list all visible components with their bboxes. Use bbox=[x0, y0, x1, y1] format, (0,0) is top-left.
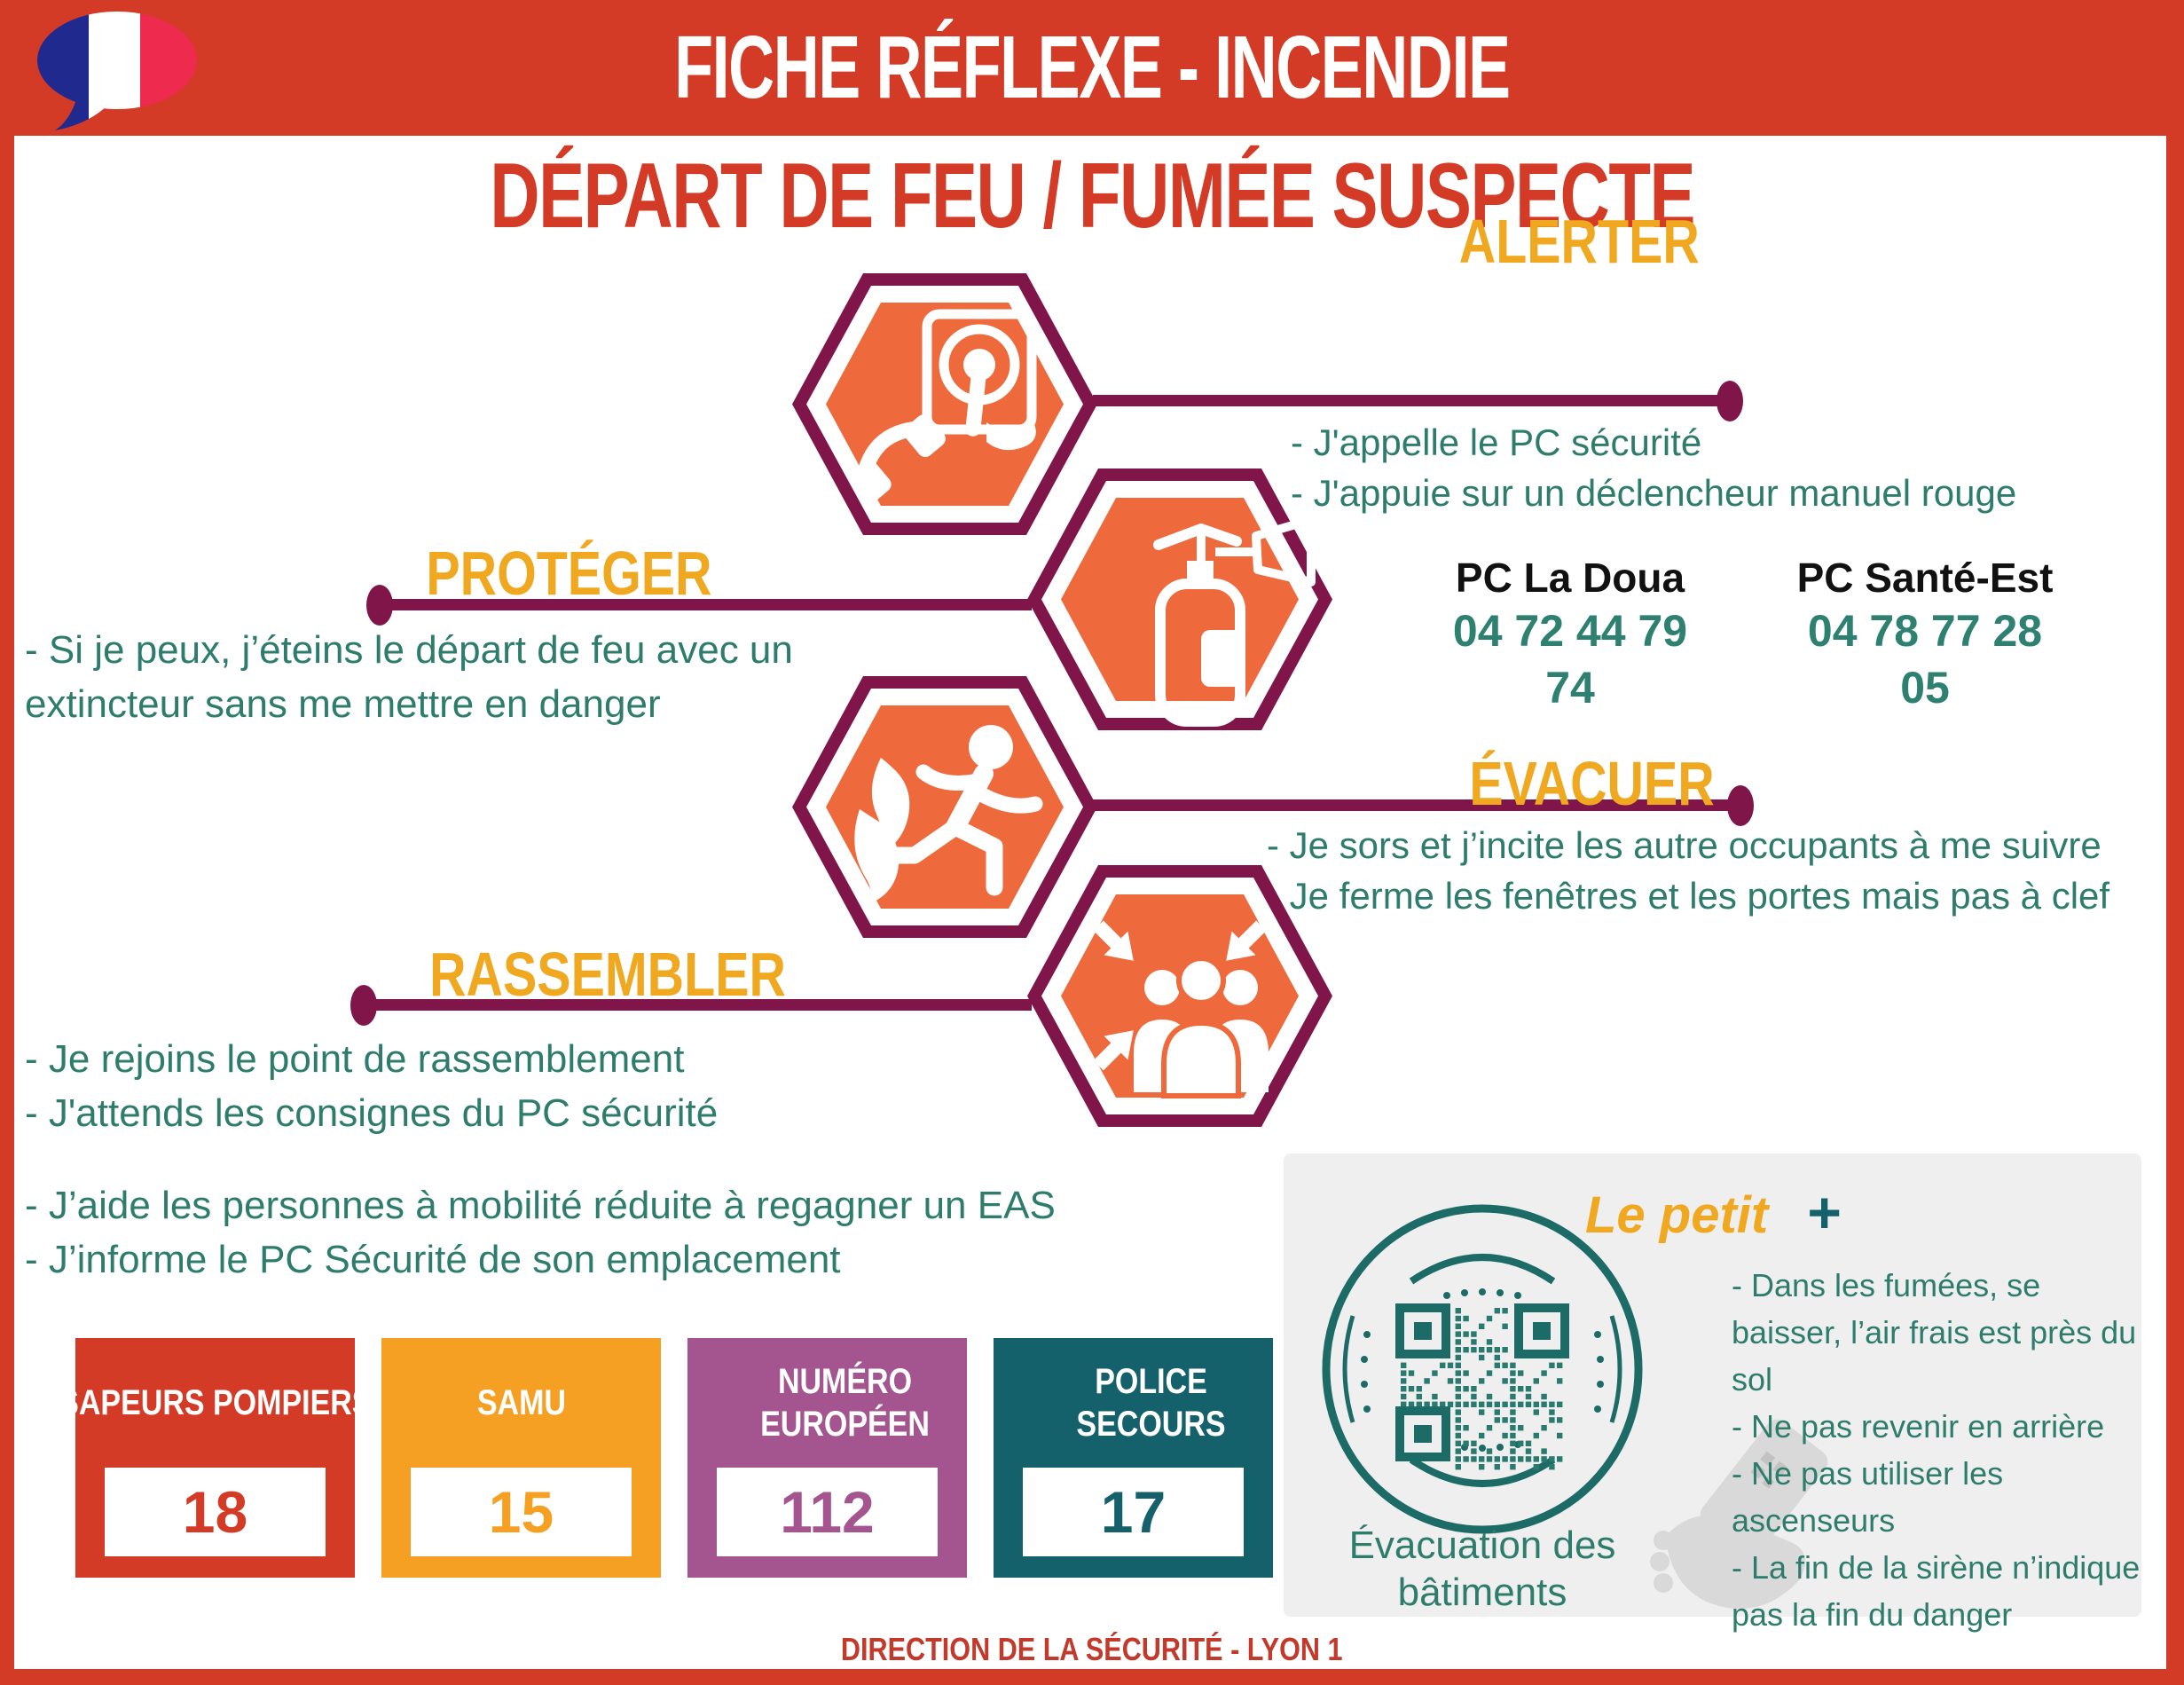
manual-call-point-phone-icon bbox=[849, 309, 1037, 503]
card-samu: SAMU 15 bbox=[381, 1338, 661, 1578]
proteger-connector-line bbox=[380, 599, 1032, 610]
header-band bbox=[0, 0, 2184, 136]
fire-extinguisher-icon bbox=[1153, 516, 1316, 727]
card-label: SAMU bbox=[476, 1382, 566, 1422]
contact-phone: 04 72 44 79 74 bbox=[1452, 606, 1688, 713]
rassembler-instruction-1: - Je rejoins le point de rassemblement bbox=[25, 1037, 685, 1081]
contact-pc-la-doua: PC La Doua 04 72 44 79 74 bbox=[1433, 553, 1708, 716]
rassembler-connector-dot bbox=[350, 985, 377, 1026]
page-title: FICHE RÉFLEXE - INCENDIE bbox=[674, 18, 1511, 117]
card-label: POLICE SECOURS bbox=[1076, 1361, 1226, 1444]
card-number: 112 bbox=[717, 1468, 938, 1556]
alerter-instructions: - J'appelle le PC sécurité - J'appuie su… bbox=[1291, 417, 2016, 518]
card-sapeurs-pompiers: SAPEURS POMPIERS 18 bbox=[58, 1338, 373, 1578]
tip-item-3: - Ne pas utiliser les ascenseurs bbox=[1732, 1455, 2004, 1539]
evacuer-instructions: - Je sors et j’incite les autre occupant… bbox=[1267, 820, 2109, 921]
step-label-alerter: ALERTER bbox=[1458, 207, 1700, 276]
alerter-connector-line bbox=[1093, 395, 1730, 406]
pmr-instruction-2: - J’informe le PC Sécurité de son emplac… bbox=[25, 1238, 841, 1281]
alerter-instruction-2: - J'appuie sur un déclencheur manuel rou… bbox=[1291, 472, 2017, 514]
left-border bbox=[0, 0, 14, 1685]
evacuer-instruction-1: - Je sors et j’incite les autre occupant… bbox=[1267, 824, 2102, 866]
card-number: 17 bbox=[1023, 1468, 1244, 1556]
assembly-point-icon bbox=[1093, 920, 1269, 1098]
card-number: 15 bbox=[411, 1468, 632, 1556]
qr-caption: Évacuation des bâtiments bbox=[1348, 1524, 1616, 1614]
evacuer-connector-line bbox=[1093, 799, 1740, 811]
rassembler-instructions: - Je rejoins le point de rassemblement -… bbox=[25, 1032, 718, 1140]
hexagon-proteger bbox=[1027, 468, 1332, 730]
pmr-instructions: - J’aide les personnes à mobilité réduit… bbox=[25, 1178, 1056, 1287]
alerter-instruction-1: - J'appelle le PC sécurité bbox=[1291, 421, 1702, 463]
card-numero-europeen: NUMÉRO EUROPÉEN 112 bbox=[687, 1338, 967, 1578]
evacuer-connector-dot bbox=[1727, 785, 1754, 826]
tip-item-4: - La fin de la sirène n’indique pas la f… bbox=[1732, 1549, 2141, 1633]
tips-list: - Dans les fumées, se baisser, l’air fra… bbox=[1732, 1262, 2157, 1638]
qr-finder-squares bbox=[1395, 1303, 1569, 1461]
step-label-proteger: PROTÉGER bbox=[426, 539, 712, 608]
tips-title-text: Le petit bbox=[1585, 1186, 1769, 1244]
tips-panel: Le petit + bbox=[1284, 1154, 2141, 1633]
tips-title: Le petit + bbox=[1585, 1178, 1842, 1246]
tip-item-1: - Dans les fumées, se baisser, l’air fra… bbox=[1732, 1267, 2137, 1398]
hexagon-evacuer bbox=[792, 676, 1097, 938]
evacuer-instruction-2: - Je ferme les fenêtres et les portes ma… bbox=[1267, 875, 2110, 917]
rassembler-instruction-2: - J'attends les consignes du PC sécurité bbox=[25, 1091, 719, 1135]
evacuation-running-man-icon bbox=[854, 725, 1043, 905]
french-flag-speech-bubble-logo bbox=[37, 12, 197, 130]
proteger-connector-dot bbox=[366, 585, 393, 626]
incident-subtitle: DÉPART DE FEU / FUMÉE SUSPECTE bbox=[490, 145, 1695, 248]
contact-pc-sante-est: PC Santé-Est 04 78 77 28 05 bbox=[1779, 553, 2071, 716]
step-label-rassembler: RASSEMBLER bbox=[429, 940, 786, 1009]
rassembler-connector-line bbox=[364, 999, 1032, 1011]
contact-name: PC Santé-Est bbox=[1796, 555, 2054, 601]
card-number: 18 bbox=[105, 1468, 326, 1556]
tip-item-2: - Ne pas revenir en arrière bbox=[1732, 1408, 2105, 1445]
card-label: SAPEURS POMPIERS bbox=[58, 1382, 373, 1422]
contact-phone: 04 78 77 28 05 bbox=[1807, 606, 2043, 713]
hexagon-rassembler bbox=[1027, 865, 1332, 1127]
contact-name: PC La Doua bbox=[1455, 555, 1685, 601]
pmr-instruction-1: - J’aide les personnes à mobilité réduit… bbox=[25, 1184, 1056, 1227]
plus-icon: + bbox=[1807, 1179, 1842, 1245]
qr-pattern bbox=[1401, 1308, 1563, 1470]
step-label-evacuer: ÉVACUER bbox=[1469, 749, 1716, 818]
right-border bbox=[2166, 0, 2184, 1685]
alerter-connector-dot bbox=[1717, 381, 1743, 421]
card-police-secours: POLICE SECOURS 17 bbox=[994, 1338, 1273, 1578]
bottom-border bbox=[0, 1669, 2184, 1685]
proteger-instructions: - Si je peux, j’éteins le départ de feu … bbox=[25, 628, 793, 726]
hand-holding-phone-watermark-icon bbox=[1650, 1419, 1828, 1610]
card-label: NUMÉRO EUROPÉEN bbox=[760, 1361, 930, 1444]
qr-code-evacuation bbox=[1322, 1204, 1643, 1534]
hexagon-alerter bbox=[792, 273, 1097, 535]
footer-text: DIRECTION DE LA SÉCURITÉ - LYON 1 bbox=[841, 1631, 1343, 1667]
